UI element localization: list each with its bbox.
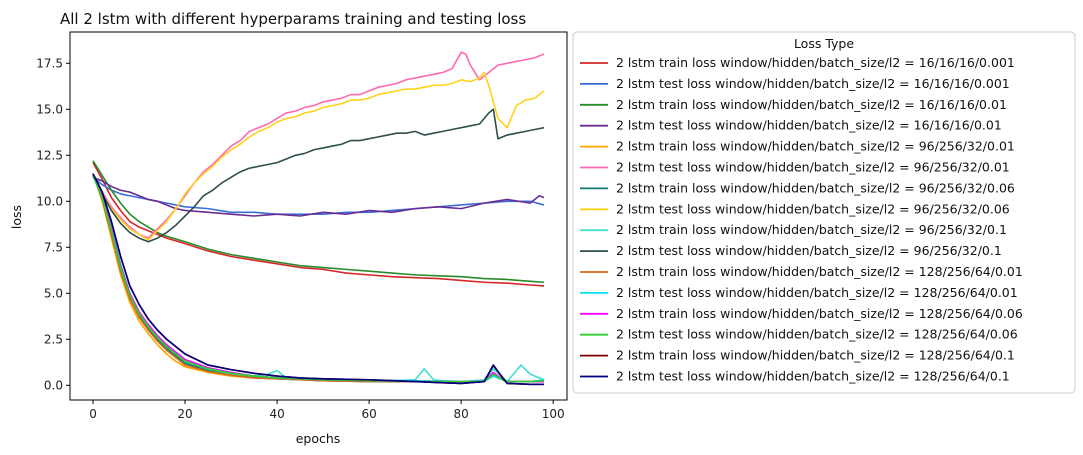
legend-title: Loss Type [794,36,854,51]
legend-label: 2 lstm train loss window/hidden/batch_si… [616,139,1015,154]
legend-label: 2 lstm train loss window/hidden/batch_si… [616,348,1015,363]
series-line-4 [92,176,545,217]
legend-label: 2 lstm train loss window/hidden/batch_si… [616,180,1015,195]
y-tick-label: 7.5 [44,240,63,254]
y-axis-ticks: 0.0 2.5 5.0 7.5 10.0 12.5 15.0 17.5 [36,56,70,392]
x-tick-label: 0 [89,407,97,421]
legend-label: 2 lstm test loss window/hidden/batch_siz… [616,201,1010,216]
y-tick-label: 17.5 [36,56,63,70]
x-axis-ticks: 0 20 40 60 80 100 [89,400,565,421]
legend-label: 2 lstm train loss window/hidden/batch_si… [616,306,1023,321]
plot-frame [69,31,568,401]
series-line-3 [92,160,545,284]
legend-label: 2 lstm test loss window/hidden/batch_siz… [616,160,1010,175]
y-tick-label: 10.0 [36,194,63,208]
legend-label: 2 lstm test loss window/hidden/batch_siz… [616,327,1018,342]
series-line-2 [92,176,545,215]
series-line-14 [92,175,545,383]
x-axis-label: epochs [296,431,341,446]
legend-label: 2 lstm test loss window/hidden/batch_siz… [616,285,1018,300]
legend-label: 2 lstm test loss window/hidden/batch_siz… [616,243,1002,258]
series-line-8 [92,71,545,241]
x-tick-label: 80 [454,407,469,421]
series-line-10 [92,108,545,243]
x-tick-label: 20 [177,407,192,421]
legend-label: 2 lstm train loss window/hidden/batch_si… [616,55,1015,70]
x-tick-label: 60 [361,407,376,421]
chart-title: All 2 lstm with different hyperparams tr… [60,10,526,28]
legend-label: 2 lstm test loss window/hidden/batch_siz… [616,118,1002,133]
x-tick-label: 40 [269,407,284,421]
legend-label: 2 lstm test loss window/hidden/batch_siz… [616,369,1010,384]
legend-label: 2 lstm train loss window/hidden/batch_si… [616,264,1023,279]
y-axis-label: loss [9,205,24,229]
plot-area [69,31,568,401]
series-line-16 [92,173,544,386]
y-tick-label: 0.0 [44,378,63,392]
y-tick-label: 2.5 [44,332,63,346]
legend-label: 2 lstm test loss window/hidden/batch_siz… [616,76,1010,91]
y-tick-label: 15.0 [36,102,63,116]
y-tick-label: 5.0 [44,286,63,300]
legend-label: 2 lstm train loss window/hidden/batch_si… [616,222,1007,237]
legend-box [572,31,1076,394]
series-line-1 [92,162,545,287]
x-tick-label: 100 [542,407,565,421]
y-tick-label: 12.5 [36,148,63,162]
legend: Loss Type 2 lstm train loss window/hidde… [572,31,1076,394]
legend-entries: 2 lstm train loss window/hidden/batch_si… [580,55,1023,384]
legend-label: 2 lstm train loss window/hidden/batch_si… [616,97,1007,112]
